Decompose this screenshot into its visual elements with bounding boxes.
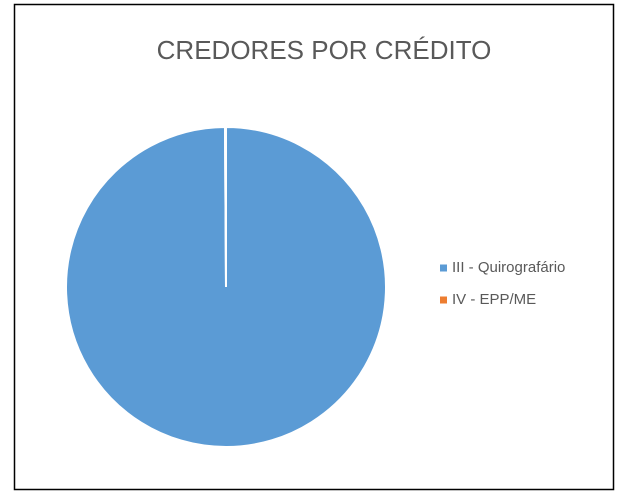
legend-label: IV - EPP/ME (452, 291, 536, 308)
pie-slice (223, 125, 227, 288)
legend-label: III - Quirografário (452, 259, 565, 276)
legend-swatch (440, 264, 447, 272)
legend-swatch (440, 296, 447, 304)
chart-title: CREDORES POR CRÉDITO (157, 35, 492, 65)
